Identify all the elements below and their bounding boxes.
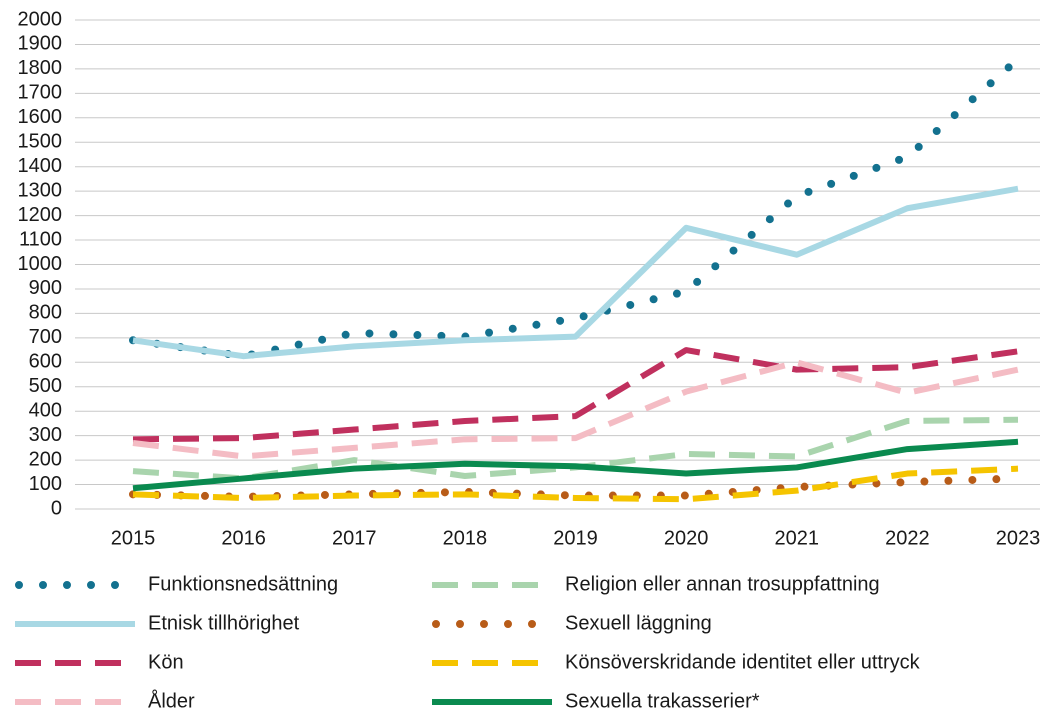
series-line bbox=[132, 185, 1019, 360]
series-line bbox=[132, 438, 1019, 492]
y-tick-label: 1100 bbox=[19, 228, 62, 250]
x-tick-label: 2018 bbox=[443, 527, 488, 549]
x-tick-label: 2022 bbox=[885, 527, 930, 549]
legend-label: Religion eller annan trosuppfattning bbox=[565, 573, 880, 595]
series-line bbox=[132, 347, 1019, 443]
y-tick-label: 400 bbox=[29, 399, 62, 421]
x-tick-label: 2016 bbox=[221, 527, 266, 549]
legend-label: Sexuella trakasserier* bbox=[565, 690, 760, 709]
y-tick-label: 1900 bbox=[18, 33, 63, 55]
legend-label: Könsöverskridande identitet eller uttryc… bbox=[565, 651, 921, 673]
y-tick-label: 1500 bbox=[18, 131, 63, 153]
x-tick-label: 2017 bbox=[332, 527, 377, 549]
series-line bbox=[132, 465, 1019, 503]
y-tick-label: 900 bbox=[29, 277, 62, 299]
legend-label: Ålder bbox=[148, 689, 195, 709]
y-tick-label: 1400 bbox=[18, 155, 63, 177]
y-tick-label: 600 bbox=[29, 351, 62, 373]
y-tick-label: 100 bbox=[29, 473, 62, 495]
y-tick-label: 1000 bbox=[18, 253, 63, 275]
series-line bbox=[132, 359, 1019, 460]
series-line bbox=[132, 416, 1019, 482]
series-line bbox=[129, 474, 1022, 501]
y-tick-label: 1300 bbox=[18, 179, 63, 201]
legend-label: Sexuell läggning bbox=[565, 612, 712, 634]
y-tick-label: 2000 bbox=[18, 8, 63, 30]
y-tick-label: 1800 bbox=[18, 57, 63, 79]
y-tick-label: 500 bbox=[29, 375, 62, 397]
x-tick-label: 2020 bbox=[664, 527, 709, 549]
x-tick-label: 2023 bbox=[996, 527, 1041, 549]
series-line bbox=[129, 55, 1022, 361]
x-tick-label: 2021 bbox=[775, 527, 820, 549]
legend-label: Funktionsnedsättning bbox=[148, 573, 338, 595]
legend-label: Kön bbox=[148, 651, 184, 673]
y-tick-label: 300 bbox=[29, 424, 62, 446]
y-tick-label: 0 bbox=[51, 497, 62, 519]
y-tick-label: 1600 bbox=[18, 106, 63, 128]
y-tick-label: 1200 bbox=[18, 204, 63, 226]
legend-label: Etnisk tillhörighet bbox=[148, 612, 300, 634]
x-tick-label: 2015 bbox=[111, 527, 156, 549]
x-tick-label: 2019 bbox=[553, 527, 598, 549]
y-tick-label: 200 bbox=[29, 448, 62, 470]
y-tick-label: 800 bbox=[29, 302, 62, 324]
y-tick-label: 1700 bbox=[18, 82, 63, 104]
y-tick-label: 700 bbox=[29, 326, 62, 348]
